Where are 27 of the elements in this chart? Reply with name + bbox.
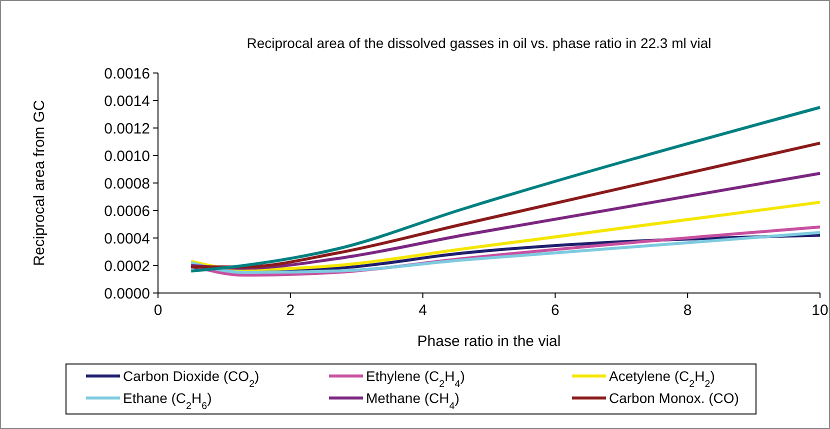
legend-label: Acetylene (C$_{2}$H$_{2}$) [609, 368, 715, 390]
y-tick-label: 0.0004 [104, 230, 150, 248]
x-tick-label: 0 [154, 302, 162, 319]
y-axis-title: Reciprocal area from GC [31, 100, 48, 266]
x-tick-label: 4 [418, 302, 427, 319]
x-tick-label: 6 [551, 302, 560, 319]
y-tick-label: 0.0002 [104, 258, 150, 275]
y-tick-label: 0.0006 [104, 202, 150, 220]
y-tick-label: 0.0016 [104, 65, 150, 82]
line-series [190, 200, 822, 272]
x-tick-label: 2 [286, 302, 295, 319]
legend-label: Ethane (C$_{2}$H$_{6}$) [123, 390, 212, 412]
line-series [190, 142, 822, 268]
line-series [190, 106, 822, 272]
y-tick-label: 0.0010 [104, 148, 150, 165]
y-tick-label: 0.0014 [104, 92, 150, 110]
legend-label: Methane (CH$_{4}$) [366, 390, 460, 412]
y-tick-label: 0.0000 [104, 285, 150, 302]
x-tick-label: 8 [683, 302, 692, 319]
legend-label: Carbon Dioxide (CO$_{2}$) [123, 368, 260, 390]
y-tick-label: 0.0008 [104, 175, 150, 192]
legend-label: Ethylene (C$_{2}$H$_{4}$) [366, 368, 465, 390]
chart-title: Reciprocal area of the dissolved gasses in oil vs. phase ratio in 22.3 ml vial [246, 35, 712, 51]
x-axis-title: Phase ratio in the vial [417, 333, 561, 350]
x-tick-label: 10 [812, 302, 828, 319]
legend-label: Carbon Monox. (CO) [609, 390, 739, 406]
y-tick-label: 0.0012 [104, 120, 150, 138]
